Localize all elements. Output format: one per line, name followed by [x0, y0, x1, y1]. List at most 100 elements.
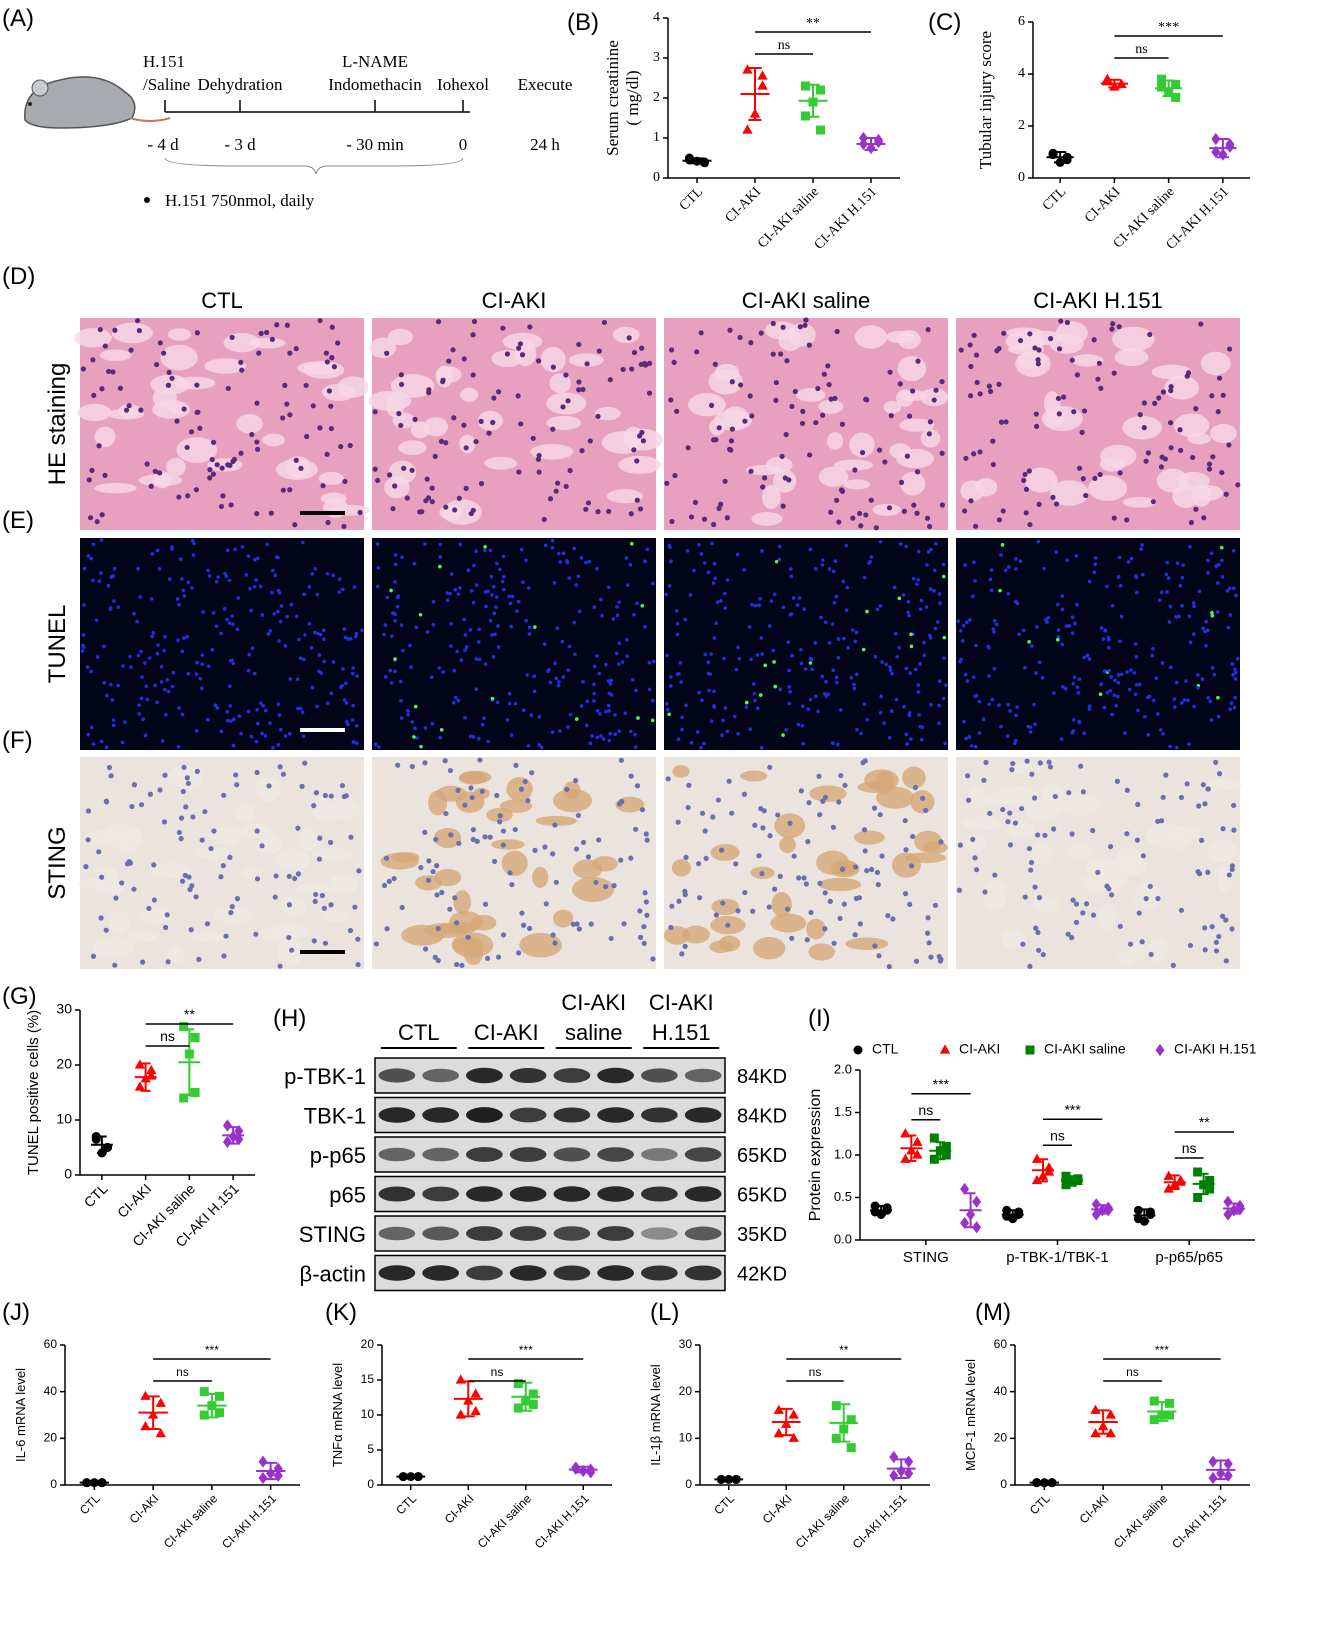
data-point: [258, 1471, 268, 1485]
event-time: - 30 min: [346, 135, 404, 154]
nucleus: [1168, 604, 1173, 609]
nucleus: [91, 542, 96, 547]
nucleus: [936, 620, 940, 624]
data-point: [800, 81, 810, 91]
nucleus: [211, 611, 216, 615]
nucleus: [977, 699, 982, 704]
nucleus: [1036, 347, 1042, 353]
nucleus: [669, 684, 673, 688]
nucleus: [384, 926, 390, 932]
nucleus: [668, 397, 674, 403]
nucleus: [483, 544, 487, 549]
nucleus: [324, 451, 330, 457]
nucleus: [490, 696, 495, 701]
nucleus: [536, 469, 542, 475]
nucleus: [225, 617, 229, 622]
nucleus: [1033, 423, 1040, 429]
nucleus: [590, 734, 594, 738]
nucleus: [1023, 510, 1029, 516]
nucleus: [669, 903, 675, 909]
nucleus: [1118, 639, 1122, 644]
nucleus: [505, 718, 510, 722]
tubule: [770, 913, 807, 933]
nucleus: [1200, 782, 1206, 788]
nucleus: [748, 727, 752, 731]
nucleus: [1223, 917, 1229, 923]
nucleus: [1110, 603, 1115, 608]
nucleus: [1226, 872, 1232, 878]
nucleus: [709, 652, 713, 656]
nucleus: [463, 485, 469, 492]
nucleus: [1056, 411, 1062, 417]
nucleus: [355, 674, 359, 678]
data-point: [816, 85, 826, 95]
nucleus: [1051, 826, 1057, 832]
nucleus: [102, 644, 106, 649]
nucleus: [1158, 818, 1165, 824]
nucleus: [990, 438, 996, 444]
nucleus: [789, 574, 794, 579]
nucleus: [868, 497, 874, 503]
nucleus: [1109, 675, 1114, 679]
nucleus: [229, 719, 233, 723]
data-point: [1149, 1396, 1159, 1406]
nucleus: [995, 622, 999, 627]
nucleus: [580, 839, 587, 846]
micrograph: [372, 538, 656, 750]
nucleus: [710, 541, 714, 546]
nucleus: [112, 599, 116, 603]
nucleus: [255, 707, 259, 712]
data-point: [742, 124, 753, 134]
nucleus: [201, 610, 205, 614]
nucleus: [437, 666, 441, 670]
nucleus: [901, 593, 906, 597]
blot-band: [684, 1265, 722, 1281]
nucleus: [916, 578, 920, 582]
tubule: [1001, 928, 1026, 950]
nucleus: [801, 875, 807, 881]
nucleus: [924, 515, 931, 521]
blot-band: [641, 1227, 678, 1240]
nucleus: [769, 599, 774, 603]
blot-group: CI-AKI: [474, 1020, 539, 1045]
nucleus: [1073, 919, 1080, 925]
nucleus: [399, 716, 404, 720]
nucleus: [816, 709, 820, 714]
nucleus: [265, 542, 270, 547]
nucleus: [463, 648, 467, 652]
nucleus: [1069, 357, 1075, 363]
nucleus: [90, 357, 96, 363]
nucleus: [1017, 632, 1021, 636]
nucleus: [1109, 326, 1115, 332]
data-point: [831, 1401, 841, 1411]
nucleus: [135, 619, 139, 624]
nucleus: [1036, 539, 1041, 544]
nucleus: [855, 727, 859, 732]
tubule: [896, 389, 914, 407]
nucleus: [967, 393, 974, 399]
nucleus: [802, 607, 806, 611]
nucleus: [301, 540, 305, 545]
nucleus: [541, 516, 547, 523]
nucleus: [438, 542, 443, 547]
nucleus: [665, 653, 669, 658]
nucleus: [161, 819, 168, 825]
nucleus: [1010, 760, 1016, 767]
nucleus: [164, 912, 170, 918]
nucleus: [248, 586, 252, 591]
nucleus: [941, 562, 946, 567]
nucleus: [987, 388, 994, 394]
error-bar: [1097, 1204, 1108, 1215]
nucleus: [269, 336, 275, 342]
nucleus: [595, 413, 601, 419]
nucleus: [195, 409, 201, 415]
nucleus: [1220, 575, 1225, 579]
nucleus: [1026, 845, 1033, 852]
nucleus: [1102, 669, 1107, 674]
nucleus: [360, 628, 364, 633]
micrograph: [372, 757, 656, 969]
nucleus: [672, 472, 678, 479]
nucleus: [901, 508, 908, 514]
nucleus: [733, 861, 739, 867]
